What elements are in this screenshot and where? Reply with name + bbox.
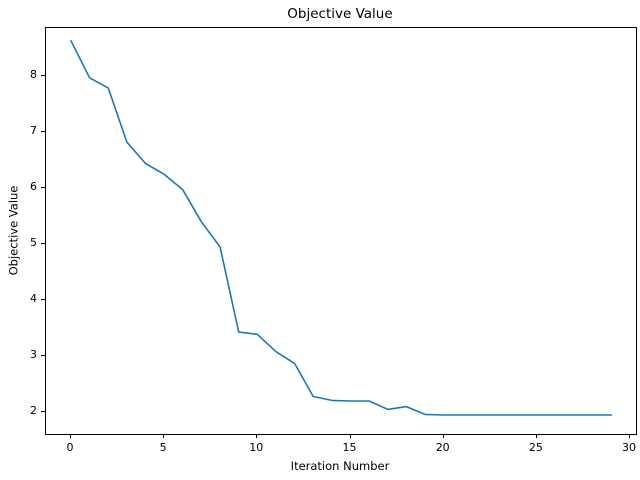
x-tick-mark <box>629 434 630 438</box>
y-tick-label: 8 <box>30 68 37 82</box>
x-tick-label: 0 <box>66 441 74 454</box>
x-tick-label: 20 <box>435 441 450 454</box>
x-tick-label: 25 <box>528 441 543 454</box>
plot-area <box>45 27 637 435</box>
x-tick-mark <box>349 434 351 438</box>
y-tick-mark <box>41 187 45 189</box>
x-tick-mark <box>256 434 258 438</box>
x-tick-mark <box>442 434 444 438</box>
x-tick-mark <box>70 434 71 438</box>
x-tick-mark <box>163 434 165 438</box>
y-tick-label: 7 <box>30 124 37 138</box>
y-tick-mark <box>41 131 45 133</box>
x-axis-label: Iteration Number <box>290 459 390 473</box>
objective-value-line <box>70 40 613 416</box>
y-tick-mark <box>41 75 45 77</box>
x-tick-label: 30 <box>622 441 636 454</box>
x-tick-label: 5 <box>159 441 167 454</box>
x-tick-mark <box>535 434 537 438</box>
chart-title: Objective Value <box>287 6 393 22</box>
x-tick-label: 15 <box>342 441 357 454</box>
plot-canvas <box>70 40 613 416</box>
y-tick-label: 6 <box>30 180 37 194</box>
y-tick-label: 2 <box>30 404 37 418</box>
y-tick-mark <box>41 299 45 301</box>
y-tick-label: 3 <box>30 348 37 362</box>
y-tick-label: 4 <box>30 292 37 306</box>
y-tick-label: 5 <box>30 236 37 250</box>
x-tick-label: 10 <box>249 441 264 454</box>
y-tick-mark <box>41 355 45 357</box>
y-tick-mark <box>41 411 45 413</box>
y-tick-mark <box>41 243 45 245</box>
y-axis-label: Objective Value <box>6 185 21 276</box>
